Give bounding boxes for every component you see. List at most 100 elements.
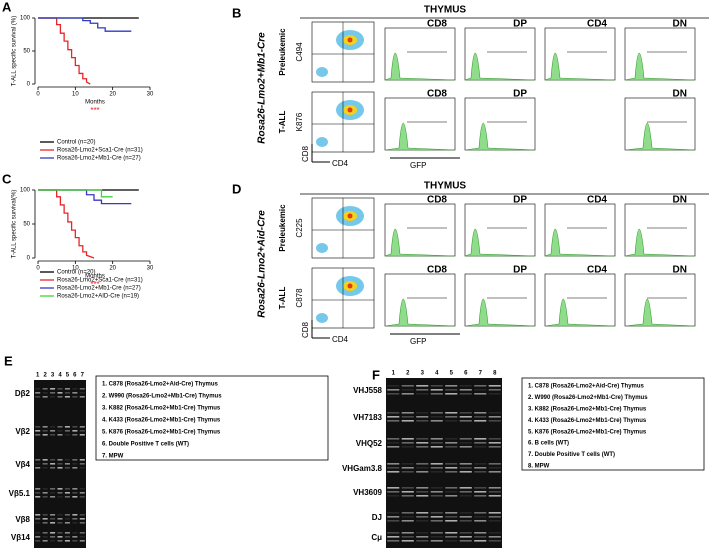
- population-label: DN: [673, 19, 687, 30]
- gel-band: [42, 536, 48, 538]
- histogram-peak: [624, 123, 696, 151]
- gel-band: [387, 491, 400, 493]
- legend-item: 1. C878 (Rosa26-Lmo2+Aid-Cre) Thymus: [528, 384, 645, 390]
- gel-band: [474, 438, 487, 440]
- gel-band: [459, 491, 472, 493]
- gel-band: [72, 459, 78, 461]
- histogram-axis-title: GFP: [410, 337, 426, 346]
- x-tick-label: 0: [36, 92, 40, 98]
- gel-band: [387, 412, 400, 414]
- gel-band: [79, 467, 85, 469]
- gel-band: [488, 446, 501, 448]
- band-label: Vβ14: [11, 533, 31, 542]
- gel-band: [64, 459, 70, 461]
- gel-band: [459, 393, 472, 395]
- gel-band: [79, 496, 85, 498]
- population-label: CD8: [427, 19, 447, 30]
- histogram-peak: [544, 229, 616, 257]
- gel-band: [445, 416, 458, 418]
- gel-band: [488, 393, 501, 395]
- population-label: CD8: [427, 195, 447, 206]
- gel-band: [474, 442, 487, 444]
- gel-band: [459, 420, 472, 422]
- gel-band: [474, 512, 487, 514]
- gel-band: [488, 536, 501, 538]
- gel-band: [79, 463, 85, 465]
- gel-band: [430, 467, 443, 469]
- gel-band: [474, 520, 487, 522]
- gel-band: [387, 463, 400, 465]
- gel-band: [416, 536, 429, 538]
- gel-band: [50, 518, 56, 520]
- dot-core: [347, 107, 353, 113]
- gel-band: [42, 488, 48, 490]
- gel-band: [474, 446, 487, 448]
- lane-number: 3: [421, 371, 425, 377]
- gel-band: [64, 430, 70, 432]
- histogram-peak: [464, 299, 536, 327]
- gel-band: [79, 396, 85, 398]
- legend-label: Rosa26-Lmo2+Sca1-Cre (n=31): [57, 148, 143, 154]
- population-label: CD8: [427, 89, 447, 100]
- y-axis-title: CD8: [301, 321, 310, 338]
- gel-band: [401, 385, 414, 387]
- gel-band: [401, 471, 414, 473]
- gel-band: [387, 532, 400, 534]
- histogram: [624, 273, 696, 327]
- panel-label: A: [2, 0, 12, 14]
- gel-band: [474, 491, 487, 493]
- gel-band: [64, 536, 70, 538]
- gel-band: [488, 540, 501, 542]
- gel: [386, 378, 502, 548]
- gel-band: [474, 385, 487, 387]
- gel-band: [42, 430, 48, 432]
- gel-band: [35, 396, 41, 398]
- gel-band: [416, 495, 429, 497]
- gel-band: [50, 388, 56, 390]
- gel-band: [387, 393, 400, 395]
- dot-cloud: [316, 313, 328, 323]
- histogram: [384, 273, 456, 327]
- population-label: CD8: [427, 265, 447, 276]
- gel-band: [64, 514, 70, 516]
- gel-band: [64, 392, 70, 394]
- histogram-peak: [384, 229, 456, 257]
- gel-band: [445, 491, 458, 493]
- gel-band: [430, 540, 443, 542]
- band-label: VHJ558: [353, 386, 382, 395]
- gel-band: [430, 389, 443, 391]
- gel-band: [50, 426, 56, 428]
- legend-item: 3. K882 (Rosa26-Lmo2+Mb1-Cre) Thymus: [528, 406, 647, 412]
- gel-band: [416, 467, 429, 469]
- population-label: DN: [673, 265, 687, 276]
- dot-cloud: [316, 67, 328, 77]
- dot-cloud: [316, 243, 328, 253]
- gel-band: [430, 516, 443, 518]
- gel-band: [416, 420, 429, 422]
- gel-band: [79, 392, 85, 394]
- section-header: THYMUS: [424, 181, 467, 192]
- band-label: Vβ4: [15, 460, 30, 469]
- gel-band: [387, 385, 400, 387]
- gel-band: [459, 516, 472, 518]
- gel-band: [72, 540, 78, 542]
- gel-band: [50, 463, 56, 465]
- lane-number: 6: [73, 373, 77, 379]
- gel-band: [416, 463, 429, 465]
- gel-band: [474, 532, 487, 534]
- gel-band: [42, 392, 48, 394]
- gel-band: [445, 516, 458, 518]
- gel-band: [42, 459, 48, 461]
- gel-band: [445, 420, 458, 422]
- gel-band: [488, 416, 501, 418]
- population-label: CD4: [587, 265, 607, 276]
- gel-band: [35, 459, 41, 461]
- gel-band: [430, 442, 443, 444]
- gel-band: [35, 492, 41, 494]
- gel-band: [35, 518, 41, 520]
- gel-band: [35, 434, 41, 436]
- gel-band: [72, 430, 78, 432]
- survival-curve: [38, 189, 113, 198]
- population-label: CD4: [587, 195, 607, 206]
- gel-band: [57, 522, 63, 524]
